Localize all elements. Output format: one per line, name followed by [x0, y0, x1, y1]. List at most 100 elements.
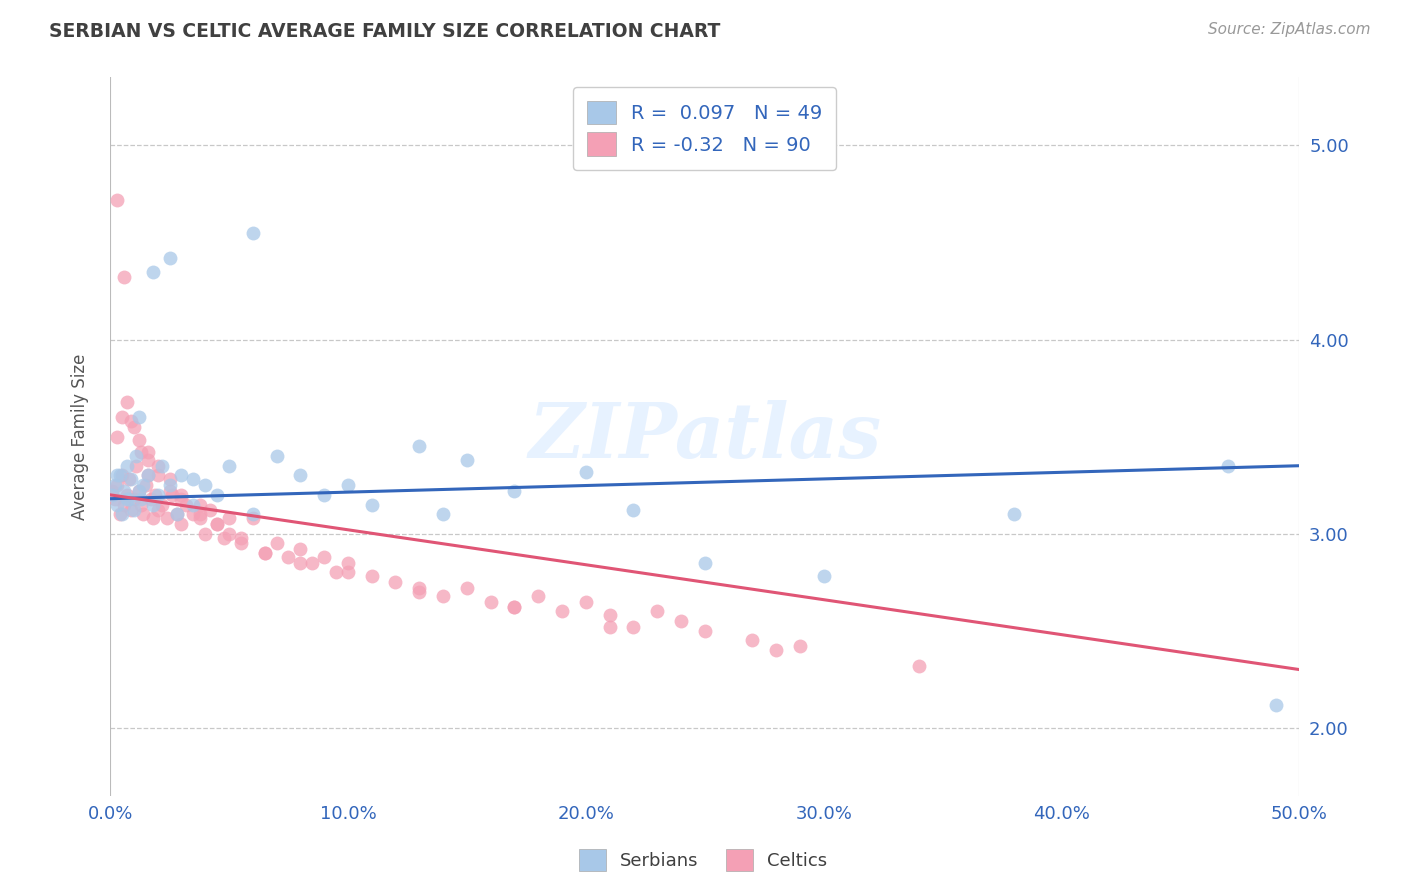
Point [741, 633, 763, 648]
Point [111, 410, 134, 425]
Point [146, 458, 169, 473]
Point [170, 491, 193, 506]
Point [105, 429, 128, 443]
Point [132, 508, 155, 522]
Point [122, 503, 145, 517]
Point [125, 449, 148, 463]
Point [118, 472, 141, 486]
Point [253, 546, 276, 560]
Point [112, 483, 135, 498]
Point [142, 498, 165, 512]
Point [152, 458, 174, 473]
Point [325, 566, 347, 580]
Point [181, 508, 204, 522]
Point [432, 508, 454, 522]
Point [142, 264, 165, 278]
Point [503, 483, 526, 498]
Point [105, 498, 128, 512]
Point [190, 508, 212, 522]
Point [125, 458, 148, 473]
Point [159, 251, 181, 265]
Point [115, 488, 138, 502]
Point [166, 508, 188, 522]
Point [111, 508, 134, 522]
Point [527, 589, 550, 603]
Point [575, 465, 598, 479]
Point [139, 491, 162, 506]
Point [336, 566, 359, 580]
Point [218, 458, 240, 473]
Point [198, 503, 221, 517]
Point [1216, 458, 1239, 473]
Point [456, 453, 478, 467]
Point [212, 531, 235, 545]
Point [456, 581, 478, 595]
Point [229, 536, 252, 550]
Point [170, 516, 193, 531]
Point [121, 472, 143, 486]
Point [122, 420, 145, 434]
Point [253, 546, 276, 560]
Point [108, 468, 131, 483]
Point [146, 468, 169, 483]
Point [384, 575, 406, 590]
Point [314, 488, 336, 502]
Point [336, 556, 359, 570]
Point [551, 604, 574, 618]
Point [645, 604, 668, 618]
Point [160, 488, 183, 502]
Point [190, 511, 212, 525]
Y-axis label: Average Family Size: Average Family Size [72, 353, 89, 520]
Point [277, 549, 299, 564]
Point [575, 594, 598, 608]
Point [104, 478, 127, 492]
Point [132, 478, 155, 492]
Point [907, 658, 929, 673]
Point [174, 498, 197, 512]
Point [121, 503, 143, 517]
Point [408, 581, 430, 595]
Point [121, 414, 143, 428]
Point [112, 498, 135, 512]
Point [599, 620, 621, 634]
Point [128, 434, 150, 448]
Point [813, 569, 835, 583]
Point [142, 511, 165, 525]
Point [266, 536, 288, 550]
Text: ZIPatlas: ZIPatlas [529, 400, 882, 474]
Point [136, 453, 159, 467]
Point [336, 478, 359, 492]
Point [229, 531, 252, 545]
Text: SERBIAN VS CELTIC AVERAGE FAMILY SIZE CORRELATION CHART: SERBIAN VS CELTIC AVERAGE FAMILY SIZE CO… [49, 22, 721, 41]
Point [765, 643, 787, 657]
Point [129, 491, 152, 506]
Point [190, 498, 212, 512]
Point [129, 445, 152, 459]
Point [503, 600, 526, 615]
Point [669, 614, 692, 628]
Point [503, 600, 526, 615]
Point [159, 483, 181, 498]
Point [146, 503, 169, 517]
Point [129, 498, 152, 512]
Point [170, 488, 193, 502]
Point [166, 508, 188, 522]
Point [105, 468, 128, 483]
Point [101, 488, 124, 502]
Point [408, 439, 430, 453]
Point [105, 193, 128, 207]
Point [159, 478, 181, 492]
Point [301, 556, 323, 570]
Point [128, 483, 150, 498]
Point [122, 491, 145, 506]
Point [1264, 698, 1286, 712]
Point [693, 624, 716, 638]
Point [290, 468, 312, 483]
Point [693, 556, 716, 570]
Point [205, 516, 228, 531]
Point [115, 491, 138, 506]
Point [218, 511, 240, 525]
Point [314, 549, 336, 564]
Point [101, 483, 124, 498]
Point [194, 478, 217, 492]
